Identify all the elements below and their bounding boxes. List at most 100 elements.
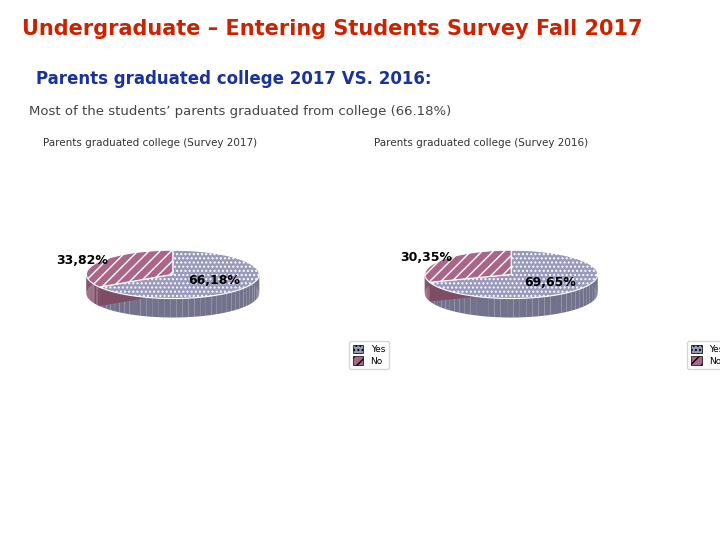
Text: Parents graduated college 2017 VS. 2016:: Parents graduated college 2017 VS. 2016: [36, 70, 431, 88]
Polygon shape [436, 262, 437, 282]
Polygon shape [125, 294, 130, 314]
Text: New Jersey Institute of Technology: New Jersey Institute of Technology [0, 534, 104, 539]
Polygon shape [107, 290, 110, 310]
Polygon shape [482, 297, 488, 316]
Polygon shape [99, 274, 173, 306]
Polygon shape [430, 250, 598, 299]
Text: I: I [58, 495, 66, 515]
Polygon shape [248, 262, 251, 283]
Polygon shape [86, 250, 173, 287]
Polygon shape [567, 292, 571, 312]
Polygon shape [170, 299, 176, 318]
Text: 66,18%: 66,18% [189, 274, 240, 287]
Polygon shape [146, 298, 152, 317]
Text: Most of the students’ parents graduated from college (66.18%): Most of the students’ parents graduated … [29, 105, 451, 118]
Polygon shape [130, 295, 135, 315]
Polygon shape [164, 299, 170, 318]
Polygon shape [595, 269, 596, 289]
Polygon shape [96, 262, 98, 282]
Polygon shape [576, 289, 580, 309]
Legend: Yes, No: Yes, No [688, 341, 720, 369]
Polygon shape [217, 294, 222, 314]
Polygon shape [200, 296, 206, 316]
Polygon shape [243, 287, 247, 307]
Polygon shape [441, 288, 446, 309]
Legend: Yes, No: Yes, No [349, 341, 389, 369]
Polygon shape [110, 291, 115, 311]
Polygon shape [550, 295, 556, 315]
Polygon shape [103, 288, 107, 309]
Polygon shape [194, 297, 200, 317]
Polygon shape [583, 286, 587, 307]
Polygon shape [596, 271, 598, 291]
Polygon shape [256, 279, 258, 300]
Polygon shape [434, 262, 436, 282]
Polygon shape [562, 293, 567, 313]
Polygon shape [594, 279, 595, 300]
Polygon shape [235, 289, 240, 310]
Polygon shape [99, 287, 103, 307]
Text: Undergraduate – Entering Students Survey Fall 2017: Undergraduate – Entering Students Survey… [22, 19, 642, 39]
Polygon shape [488, 298, 495, 317]
Polygon shape [94, 264, 95, 284]
Polygon shape [580, 288, 583, 308]
Polygon shape [222, 293, 227, 313]
Polygon shape [520, 298, 526, 318]
Polygon shape [115, 292, 120, 312]
Polygon shape [450, 292, 454, 312]
Polygon shape [433, 264, 434, 283]
Polygon shape [95, 285, 96, 305]
Polygon shape [91, 282, 92, 302]
Polygon shape [253, 266, 256, 286]
Polygon shape [556, 294, 562, 314]
Polygon shape [182, 298, 189, 318]
Polygon shape [437, 261, 438, 281]
Polygon shape [590, 283, 592, 303]
Polygon shape [513, 299, 520, 318]
Polygon shape [252, 282, 254, 303]
Polygon shape [93, 265, 94, 284]
Polygon shape [254, 281, 256, 301]
Polygon shape [247, 285, 250, 306]
Polygon shape [89, 267, 91, 287]
Polygon shape [459, 294, 465, 314]
Polygon shape [430, 274, 511, 301]
Polygon shape [435, 286, 438, 306]
Polygon shape [429, 266, 430, 286]
Polygon shape [231, 291, 235, 311]
Polygon shape [227, 292, 231, 312]
Polygon shape [476, 296, 482, 316]
Polygon shape [92, 283, 94, 303]
Polygon shape [495, 298, 500, 318]
Polygon shape [593, 267, 595, 288]
Polygon shape [152, 298, 158, 317]
Polygon shape [526, 298, 533, 317]
Polygon shape [446, 290, 450, 310]
Text: N: N [4, 495, 22, 515]
Polygon shape [176, 299, 182, 318]
Polygon shape [585, 262, 589, 282]
Polygon shape [140, 297, 146, 316]
Polygon shape [91, 265, 93, 285]
Polygon shape [99, 274, 173, 306]
Polygon shape [432, 264, 433, 284]
Polygon shape [589, 264, 591, 284]
Polygon shape [592, 281, 594, 302]
Polygon shape [430, 274, 511, 301]
Polygon shape [425, 250, 511, 282]
Polygon shape [438, 287, 441, 308]
Text: J: J [33, 495, 42, 515]
Polygon shape [240, 288, 243, 309]
Polygon shape [120, 293, 125, 313]
Text: Parents graduated college (Survey 2017): Parents graduated college (Survey 2017) [43, 138, 257, 148]
Polygon shape [135, 296, 140, 316]
Polygon shape [587, 285, 590, 305]
Polygon shape [507, 299, 513, 318]
Polygon shape [428, 267, 429, 287]
Polygon shape [465, 295, 470, 315]
Polygon shape [98, 286, 99, 306]
Polygon shape [595, 278, 597, 299]
Polygon shape [533, 297, 539, 317]
Polygon shape [430, 266, 431, 285]
Polygon shape [245, 261, 248, 281]
